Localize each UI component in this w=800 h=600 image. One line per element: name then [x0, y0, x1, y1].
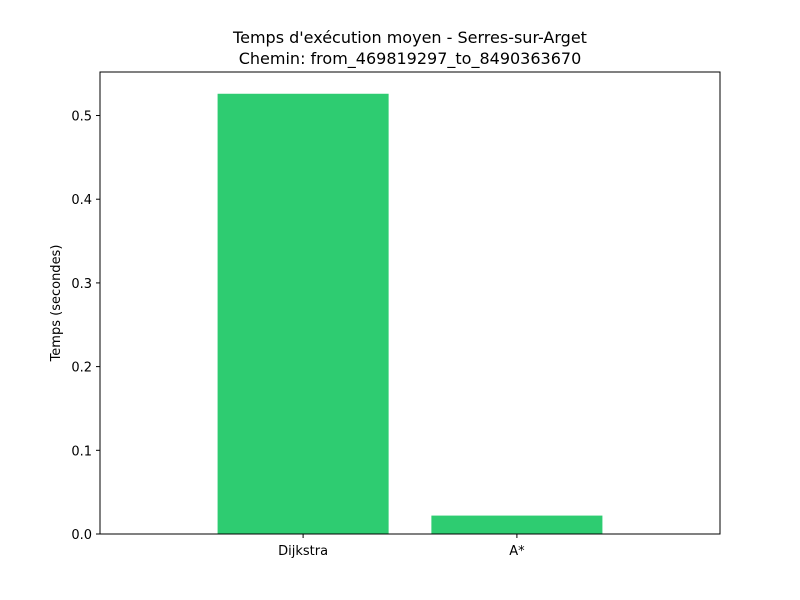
chart-subtitle: Chemin: from_469819297_to_8490363670	[239, 49, 582, 69]
y-tick-label: 0.3	[71, 277, 92, 292]
y-axis-label: Temps (secondes)	[49, 245, 64, 363]
y-tick-label: 0.1	[71, 444, 92, 459]
y-tick-label: 0.5	[71, 110, 92, 125]
x-tick-label: Dijkstra	[278, 544, 328, 559]
chart-title: Temps d'exécution moyen - Serres-sur-Arg…	[232, 28, 587, 47]
y-tick-label: 0.0	[71, 528, 92, 543]
y-tick-label: 0.4	[71, 193, 92, 208]
plot-frame	[99, 71, 721, 535]
bar-aastar	[431, 515, 603, 534]
y-ticks-group: 0.0 0.1 0.2 0.3 0.4 0.5	[71, 110, 100, 543]
x-ticks-group: Dijkstra A*	[278, 534, 525, 559]
y-tick-label: 0.2	[71, 361, 92, 376]
x-tick-label: A*	[509, 544, 525, 559]
bars-group	[217, 93, 603, 535]
bar-dijkstra	[217, 93, 389, 535]
